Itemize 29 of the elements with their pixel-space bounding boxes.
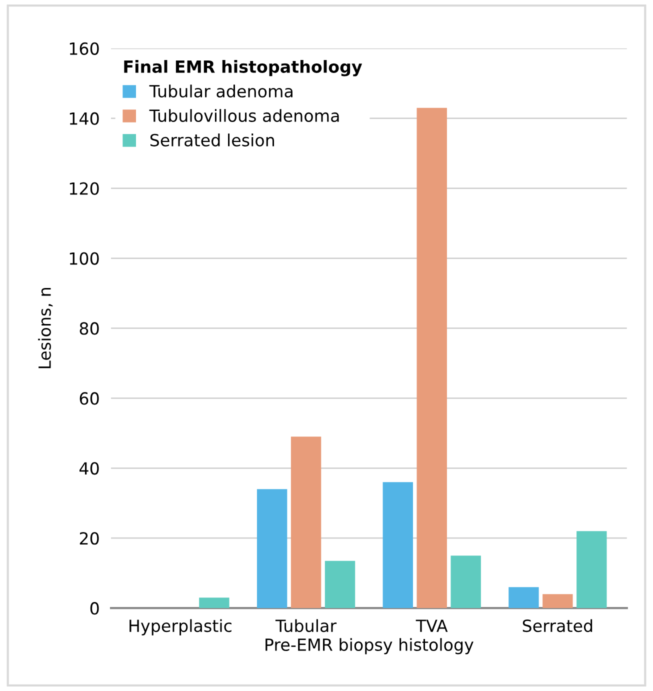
bar [416,108,447,608]
y-tick-label: 20 [80,532,99,545]
bar [324,560,356,608]
bar [382,482,413,608]
x-tick-label: TVA [416,620,448,632]
bar [542,594,573,608]
x-tick-label: Tubular [275,619,337,632]
legend-title: Final EMR histopathology [124,60,362,76]
bar [508,587,539,608]
bar [576,531,607,608]
legend-label: Tubulovillous adenoma [149,109,339,122]
bar [199,598,230,608]
y-tick-label: 120 [70,182,99,195]
y-tick-label: 140 [70,112,99,125]
y-tick-label: 0 [90,602,99,615]
bar [290,436,322,608]
x-axis-title: Pre-EMR biopsy histology [266,638,474,654]
y-tick-label: 160 [70,42,99,55]
bar [256,489,288,608]
legend-label: Tubular adenoma [149,84,292,98]
y-tick-label: 100 [70,252,99,265]
legend-label: Serrated lesion [150,134,274,146]
x-tick-label: Serrated [522,619,592,632]
y-tick-label: 40 [80,462,99,475]
y-tick-label: 80 [80,322,99,335]
y-axis-title: Lesions, n [38,288,53,368]
x-tick-label: Hyperplastic [130,619,232,636]
bar [450,556,481,608]
y-tick-label: 60 [80,392,99,405]
